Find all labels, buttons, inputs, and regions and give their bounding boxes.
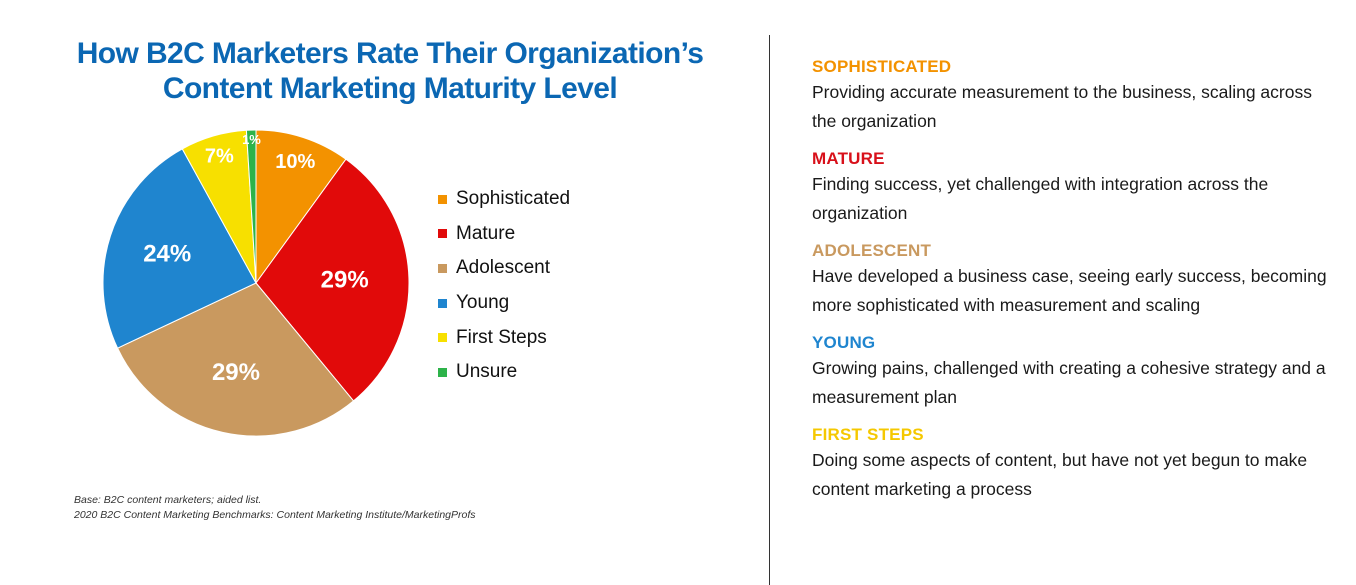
slice-label-unsure: 1%	[242, 132, 261, 147]
legend-label: Young	[456, 292, 510, 314]
legend-swatch	[438, 298, 447, 308]
definition-text: Growing pains, challenged with creating …	[812, 358, 1326, 407]
chart-title: How B2C Marketers Rate Their Organizatio…	[30, 36, 750, 106]
legend-item-unsure: Unsure	[438, 355, 570, 390]
source-line-1: Base: B2C content marketers; aided list.	[74, 494, 262, 506]
slice-label-mature: 29%	[321, 267, 369, 294]
legend-label: Mature	[456, 222, 516, 244]
definition-text: Have developed a business case, seeing e…	[812, 266, 1327, 315]
legend-item-first-steps: First Steps	[438, 320, 570, 355]
definition-text: Finding success, yet challenged with int…	[812, 174, 1269, 223]
source-note: Base: B2C content marketers; aided list.…	[74, 493, 476, 523]
legend-swatch	[438, 229, 447, 239]
definition-first-steps: FIRST STEPS Doing some aspects of content…	[812, 424, 1332, 504]
definition-text: Doing some aspects of content, but have …	[812, 450, 1308, 499]
definition-text: Providing accurate measurement to the bu…	[812, 82, 1312, 131]
legend-item-mature: Mature	[438, 217, 570, 252]
definition-adolescent: ADOLESCENT Have developed a business case…	[812, 240, 1332, 320]
pie-chart: 10% 29% 29% 24% 7% 1%	[102, 129, 410, 437]
pie-slice-unsure	[245, 129, 257, 284]
slice-label-adolescent: 29%	[212, 359, 260, 386]
vertical-divider	[769, 35, 770, 585]
chart-title-line-1: How B2C Marketers Rate Their Organizatio…	[76, 37, 704, 70]
definition-sophisticated: SOPHISTICATED Providing accurate measurem…	[812, 56, 1332, 136]
maturity-definitions: SOPHISTICATED Providing accurate measurem…	[812, 56, 1332, 516]
slice-label-first-steps: 7%	[205, 146, 234, 168]
slice-label-young: 24%	[143, 241, 191, 268]
legend-swatch	[438, 333, 447, 343]
legend-label: First Steps	[456, 326, 547, 348]
definition-title: FIRST STEPS	[812, 425, 924, 444]
legend-item-young: Young	[438, 286, 570, 321]
definition-title: YOUNG	[812, 333, 876, 352]
legend-swatch	[438, 194, 447, 204]
definition-young: YOUNG Growing pains, challenged with crea…	[812, 332, 1332, 412]
pie-slice-adolescent	[116, 282, 355, 437]
legend-label: Adolescent	[456, 257, 551, 279]
definition-title: MATURE	[812, 149, 885, 168]
chart-title-line-2: Content Marketing Maturity Level	[162, 72, 618, 105]
definition-title: SOPHISTICATED	[812, 57, 952, 76]
source-line-2: 2020 B2C Content Marketing Benchmarks: C…	[74, 509, 476, 521]
legend-label: Sophisticated	[456, 188, 571, 210]
legend-item-adolescent: Adolescent	[438, 251, 570, 286]
legend-item-sophisticated: Sophisticated	[438, 182, 570, 217]
pie-slice-sophisticated	[255, 129, 347, 285]
slice-label-sophisticated: 10%	[275, 151, 315, 173]
chart-legend: Sophisticated Mature Adolescent Young First …	[438, 182, 570, 390]
pie-slice-mature	[255, 158, 410, 402]
definition-mature: MATURE Finding success, yet challenged wi…	[812, 148, 1332, 228]
legend-swatch	[438, 367, 447, 377]
pie-slice-young	[102, 148, 257, 349]
legend-swatch	[438, 263, 447, 273]
legend-label: Unsure	[456, 361, 518, 383]
definition-title: ADOLESCENT	[812, 241, 932, 260]
